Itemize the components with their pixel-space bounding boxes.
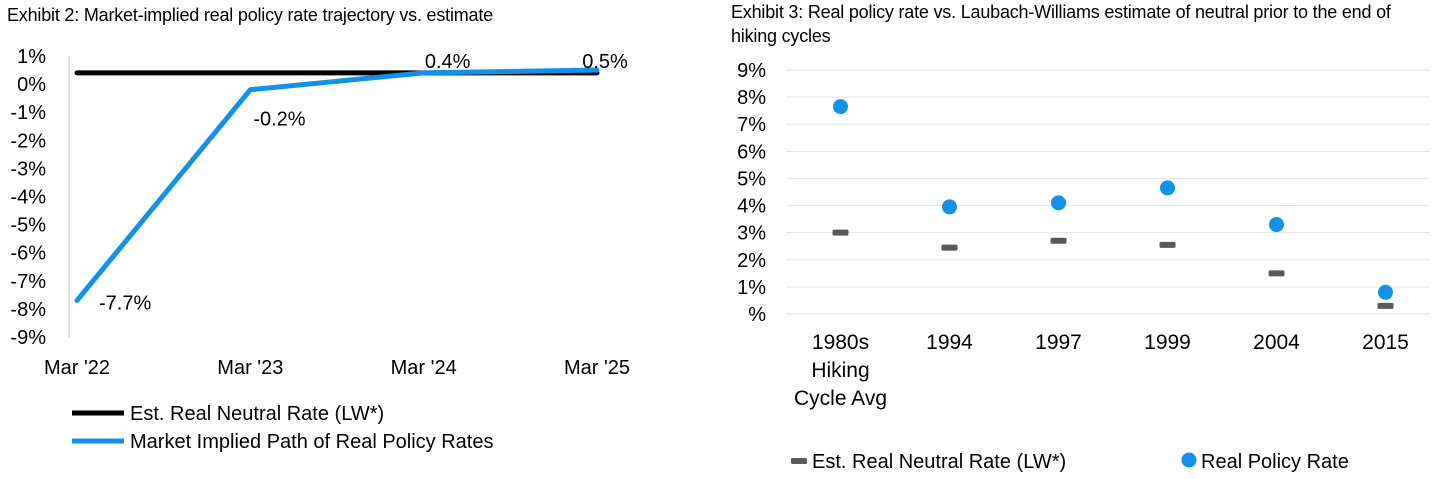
y-tick-label: -5% bbox=[10, 215, 46, 237]
legend-label: Est. Real Neutral Rate (LW*) bbox=[812, 451, 1066, 473]
neutral-rate-marker bbox=[1050, 237, 1067, 244]
neutral-rate-marker bbox=[941, 244, 958, 251]
policy-rate-marker bbox=[1160, 180, 1175, 196]
data-label: 0.4% bbox=[425, 51, 471, 73]
y-tick-label: -6% bbox=[10, 243, 46, 265]
y-tick-label: % bbox=[748, 304, 766, 326]
x-tick-label: 2004 bbox=[1253, 331, 1300, 354]
x-tick-label: Mar '25 bbox=[564, 357, 630, 379]
y-tick-label: 1% bbox=[737, 277, 766, 299]
x-tick-label: 1999 bbox=[1144, 331, 1191, 354]
x-tick-label: Cycle Avg bbox=[794, 387, 887, 410]
x-tick-label: Hiking bbox=[811, 359, 869, 382]
exhibit-3-title: Exhibit 3: Real policy rate vs. Laubach-… bbox=[731, 2, 1391, 46]
y-tick-label: -3% bbox=[10, 158, 46, 180]
policy-rate-marker bbox=[833, 99, 848, 115]
policy-rate-marker bbox=[1269, 217, 1284, 233]
legend-label: Real Policy Rate bbox=[1201, 451, 1349, 473]
y-tick-label: 4% bbox=[737, 196, 766, 218]
policy-rate-marker bbox=[1378, 284, 1393, 300]
exhibit-2-line-chart: 1% 0% -1% -2% -3% -4% -5% -6% -7% -8% -9% Mar '22 Ma… bbox=[10, 46, 630, 453]
data-label: 0.5% bbox=[582, 51, 628, 73]
y-tick-label: -4% bbox=[10, 187, 46, 209]
y-tick-label: -7% bbox=[10, 271, 46, 293]
y-tick-label: 5% bbox=[737, 168, 766, 190]
y-tick-label: -9% bbox=[10, 327, 46, 349]
legend-swatch bbox=[791, 458, 807, 464]
y-tick-label: 2% bbox=[737, 250, 766, 272]
policy-rate-marker bbox=[942, 199, 957, 215]
y-tick-label: -8% bbox=[10, 299, 46, 321]
y-tick-label: 7% bbox=[737, 114, 766, 136]
legend-label: Market Implied Path of Real Policy Rates bbox=[130, 431, 494, 453]
neutral-rate-marker bbox=[1159, 241, 1176, 248]
x-tick-label: 1997 bbox=[1035, 331, 1082, 354]
market-path-line bbox=[74, 67, 600, 303]
y-tick-label: -2% bbox=[10, 130, 46, 152]
data-label: -0.2% bbox=[253, 109, 305, 131]
exhibit-2-title: Exhibit 2: Market-implied real policy ra… bbox=[7, 5, 493, 25]
y-tick-label: -1% bbox=[10, 102, 46, 124]
legend-swatch bbox=[1181, 452, 1197, 468]
y-tick-label: 6% bbox=[737, 141, 766, 163]
y-tick-label: 8% bbox=[737, 87, 766, 109]
x-tick-label: 1980s bbox=[812, 331, 869, 354]
y-tick-label: 3% bbox=[737, 223, 766, 245]
x-tick-label: Mar '24 bbox=[391, 357, 457, 379]
x-tick-label: Mar '22 bbox=[44, 357, 110, 379]
data-label: -7.7% bbox=[99, 292, 151, 314]
y-tick-label: 1% bbox=[17, 46, 46, 68]
neutral-rate-marker bbox=[1268, 270, 1285, 277]
y-tick-label: 9% bbox=[737, 60, 766, 82]
legend-label: Est. Real Neutral Rate (LW*) bbox=[130, 403, 384, 425]
x-tick-label: 1994 bbox=[926, 331, 973, 354]
neutral-rate-marker bbox=[1377, 302, 1394, 309]
y-tick-label: 0% bbox=[17, 74, 46, 96]
x-tick-label: 2015 bbox=[1362, 331, 1409, 354]
x-tick-label: Mar '23 bbox=[217, 357, 283, 379]
neutral-rate-marker bbox=[832, 229, 849, 236]
policy-rate-marker bbox=[1051, 195, 1066, 211]
